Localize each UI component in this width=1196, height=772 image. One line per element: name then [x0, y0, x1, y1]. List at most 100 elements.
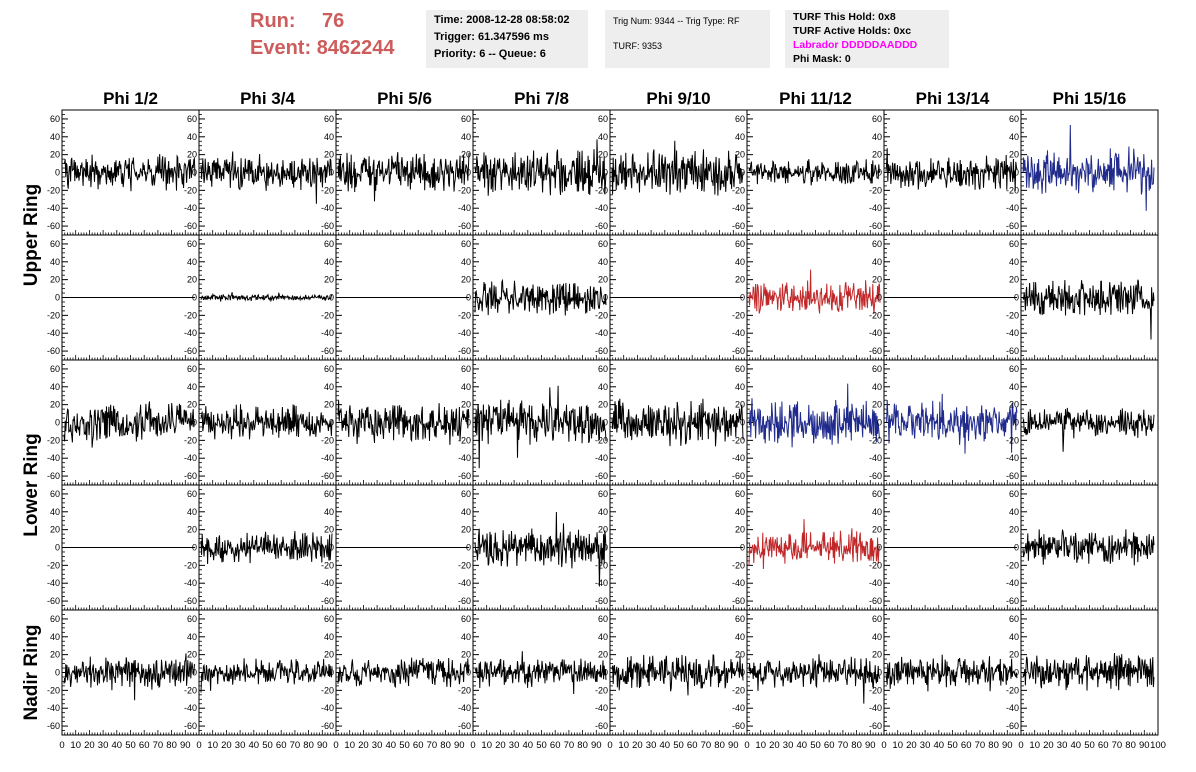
y-tick-label: 0 — [329, 293, 334, 303]
y-tick-label: -40 — [321, 203, 334, 213]
y-tick-label: 0 — [466, 668, 471, 678]
y-tick-label: 0 — [877, 293, 882, 303]
waveform-trace — [200, 404, 333, 440]
x-tick-label: 0 — [744, 740, 749, 751]
turf-active-text: TURF Active Holds: 0xc — [793, 25, 912, 37]
y-tick-label: 0 — [192, 543, 197, 553]
x-tick-label: 20 — [358, 740, 369, 751]
x-tick-label: 80 — [440, 740, 451, 751]
y-tick-label: 60 — [461, 114, 471, 124]
y-tick-label: 20 — [187, 150, 197, 160]
x-tick-label: 50 — [536, 740, 547, 751]
y-tick-label: -60 — [458, 721, 471, 731]
y-tick-label: -60 — [869, 221, 882, 231]
x-tick-label: 40 — [386, 740, 397, 751]
y-tick-label: 20 — [872, 275, 882, 285]
y-tick-label: 40 — [1009, 632, 1019, 642]
y-tick-label: -40 — [595, 203, 608, 213]
waveform-trace — [474, 651, 607, 695]
phi-mask-text: Phi Mask: 0 — [793, 53, 851, 65]
x-tick-label: 10 — [70, 740, 81, 751]
y-tick-label: 40 — [187, 132, 197, 142]
y-tick-label: 0 — [740, 168, 745, 178]
y-tick-label: 0 — [1014, 543, 1019, 553]
x-tick-label: 50 — [262, 740, 273, 751]
y-tick-label: -60 — [184, 596, 197, 606]
y-tick-label: -20 — [458, 185, 471, 195]
x-tick-label: 80 — [303, 740, 314, 751]
waveform-trace — [200, 151, 333, 204]
waveform-panel: -60 -40 -20 0 20 40 60 — [732, 609, 885, 736]
waveform-trace — [474, 385, 607, 469]
y-tick-label: 20 — [735, 275, 745, 285]
y-tick-label: -60 — [1006, 596, 1019, 606]
y-tick-label: 0 — [603, 168, 608, 178]
x-tick-label: 50 — [125, 740, 136, 751]
y-tick-label: -40 — [1006, 328, 1019, 338]
waveform-panel: -60 -40 -20 0 20 40 60 — [184, 109, 337, 236]
x-tick-label: 60 — [824, 740, 835, 751]
y-tick-label: 0 — [603, 668, 608, 678]
x-tick-label: 60 — [1098, 740, 1109, 751]
waveform-trace — [200, 531, 333, 565]
waveform-panel: -60 -40 -20 0 20 40 60 — [1006, 359, 1159, 486]
trig-info-box: Trig Num: 9344 -- Trig Type: RF TURF: 93… — [605, 10, 770, 68]
y-tick-label: 60 — [735, 364, 745, 374]
y-tick-label: 20 — [187, 400, 197, 410]
y-tick-label: 60 — [187, 489, 197, 499]
y-tick-label: 20 — [461, 275, 471, 285]
y-tick-label: -20 — [869, 685, 882, 695]
y-tick-label: 60 — [187, 364, 197, 374]
y-tick-label: -60 — [321, 721, 334, 731]
turf-info-box: TURF This Hold: 0x8 TURF Active Holds: 0… — [785, 10, 949, 68]
x-tick-label: 10 — [344, 740, 355, 751]
y-tick-label: -60 — [869, 721, 882, 731]
y-tick-label: 40 — [872, 257, 882, 267]
waveform-trace — [611, 654, 744, 696]
x-tick-label: 10 — [755, 740, 766, 751]
waveform-panel: -60 -40 -20 0 20 40 60 — [732, 234, 885, 361]
waveform-trace — [63, 401, 196, 448]
y-tick-label: 60 — [1009, 114, 1019, 124]
y-tick-label: -20 — [184, 185, 197, 195]
y-tick-label: 40 — [324, 257, 334, 267]
y-tick-label: -60 — [732, 221, 745, 231]
x-tick-label: 20 — [769, 740, 780, 751]
waveform-panel: -60 -40 -20 0 20 40 60 — [47, 234, 200, 361]
waveform-panel: -60 -40 -20 0 20 40 60 — [1006, 234, 1159, 361]
y-tick-label: 40 — [461, 632, 471, 642]
x-tick-label: 80 — [851, 740, 862, 751]
x-tick-label: 70 — [975, 740, 986, 751]
waveform-panel: -60 -40 -20 0 20 40 60 — [595, 234, 748, 361]
y-tick-label: 20 — [735, 150, 745, 160]
y-tick-label: 20 — [735, 525, 745, 535]
x-tick-label: 60 — [139, 740, 150, 751]
y-tick-label: -40 — [458, 328, 471, 338]
y-tick-label: 40 — [461, 382, 471, 392]
x-tick-label: 10 — [892, 740, 903, 751]
y-tick-label: -20 — [184, 560, 197, 570]
waveform-trace — [1022, 124, 1155, 211]
y-tick-label: 0 — [466, 543, 471, 553]
y-tick-label: 0 — [740, 293, 745, 303]
y-tick-label: -60 — [47, 471, 60, 481]
labrador-text: Labrador DDDDDAADDD — [793, 39, 918, 51]
y-tick-label: -20 — [184, 435, 197, 445]
waveform-trace — [748, 519, 881, 570]
y-tick-label: 20 — [1009, 525, 1019, 535]
waveform-trace — [1022, 407, 1155, 452]
waveform-trace — [748, 383, 881, 448]
y-tick-label: -20 — [321, 435, 334, 445]
y-tick-label: -40 — [458, 703, 471, 713]
x-tick-label: 10 — [1029, 740, 1040, 751]
x-tick-label: 80 — [1125, 740, 1136, 751]
y-tick-label: 40 — [324, 507, 334, 517]
y-tick-label: 40 — [872, 132, 882, 142]
y-tick-label: -40 — [184, 328, 197, 338]
x-tick-label: 90 — [454, 740, 465, 751]
x-tick-label: 50 — [947, 740, 958, 751]
turf-hold-text: TURF This Hold: 0x8 — [793, 11, 896, 23]
y-tick-label: -40 — [732, 328, 745, 338]
y-tick-label: 60 — [735, 114, 745, 124]
x-tick-label: 50 — [810, 740, 821, 751]
